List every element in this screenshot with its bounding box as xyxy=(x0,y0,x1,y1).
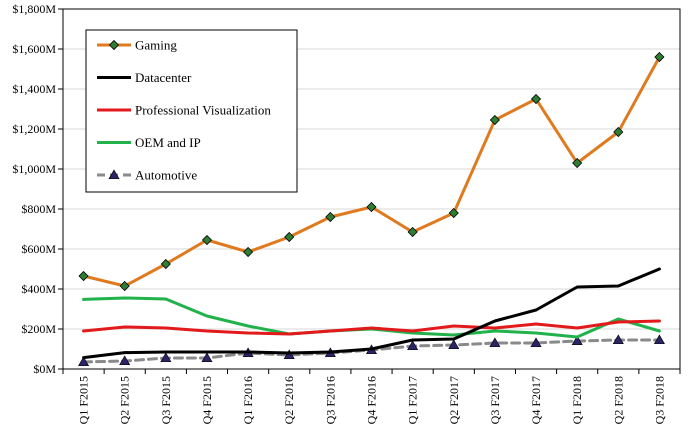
x-tick-label-5: Q2 F2016 xyxy=(282,376,296,424)
y-tick-label-8: $1,600M xyxy=(12,42,56,56)
legend-item-oem-and-ip: OEM and IP xyxy=(97,135,201,150)
legend-label-oem-and-ip: OEM and IP xyxy=(135,135,201,150)
y-tick-label-9: $1,800M xyxy=(12,2,56,16)
data-point-automotive-13 xyxy=(612,334,624,345)
x-tick-label-6: Q3 F2016 xyxy=(323,376,337,424)
y-tick-label-6: $1,200M xyxy=(12,122,56,136)
x-tick-label-13: Q2 F2018 xyxy=(611,376,625,424)
legend-marker-automotive xyxy=(108,169,120,180)
x-tick-label-10: Q3 F2017 xyxy=(488,376,502,424)
legend-item-datacenter: Datacenter xyxy=(97,70,192,85)
legend-item-automotive: Automotive xyxy=(97,168,197,183)
plot-area-border xyxy=(62,8,681,370)
data-point-automotive-10 xyxy=(489,337,501,348)
legend-marker-gaming xyxy=(108,39,120,51)
series-datacenter xyxy=(82,267,661,360)
legend-label-professional-visualization: Professional Visualization xyxy=(135,103,271,118)
data-point-gaming-12 xyxy=(572,157,583,169)
y-tick-label-5: $1,000M xyxy=(12,162,56,176)
y-tick-label-2: $400M xyxy=(21,282,56,296)
data-point-gaming-4 xyxy=(243,246,254,258)
series-professional-visualization xyxy=(82,319,661,336)
x-tick-label-2: Q3 F2015 xyxy=(159,376,173,424)
legend-label-automotive: Automotive xyxy=(135,168,197,183)
series-line-professional-visualization xyxy=(82,319,661,336)
x-tick-label-4: Q1 F2016 xyxy=(241,376,255,424)
x-tick-label-3: Q4 F2015 xyxy=(200,376,214,424)
y-tick-label-1: $200M xyxy=(21,322,56,336)
series-group xyxy=(78,51,665,367)
data-point-gaming-13 xyxy=(613,126,624,138)
x-tick-label-0: Q1 F2015 xyxy=(77,376,91,424)
legend-item-professional-visualization: Professional Visualization xyxy=(97,103,271,118)
data-point-gaming-9 xyxy=(448,207,459,219)
x-tick-label-1: Q2 F2015 xyxy=(118,376,132,424)
data-point-automotive-3 xyxy=(201,352,213,363)
x-tick-label-9: Q2 F2017 xyxy=(447,376,461,424)
data-point-gaming-10 xyxy=(489,114,500,126)
axes: $0M $200M $400M $600M $800M $1,000M $1,200M $1,… xyxy=(12,2,681,424)
data-point-automotive-11 xyxy=(530,337,542,348)
legend-label-gaming: Gaming xyxy=(135,38,177,53)
data-point-gaming-1 xyxy=(119,280,130,292)
legend: Gaming Datacenter Professional Visualizati… xyxy=(85,29,298,193)
series-oem-and-ip xyxy=(82,296,661,339)
data-point-gaming-5 xyxy=(284,231,295,243)
x-tick-label-7: Q4 F2016 xyxy=(365,376,379,424)
x-tick-label-14: Q3 F2018 xyxy=(652,376,666,424)
x-tick-label-8: Q1 F2017 xyxy=(406,376,420,424)
y-tick-label-3: $600M xyxy=(21,242,56,256)
data-point-automotive-0 xyxy=(78,356,90,367)
series-line-datacenter xyxy=(82,267,661,360)
y-tick-label-4: $800M xyxy=(21,202,56,216)
data-point-automotive-9 xyxy=(448,339,460,350)
data-point-automotive-2 xyxy=(160,352,172,363)
x-tick-label-11: Q4 F2017 xyxy=(529,376,543,424)
data-point-gaming-11 xyxy=(530,93,542,105)
data-point-gaming-7 xyxy=(366,201,377,213)
legend-item-gaming: Gaming xyxy=(97,38,177,53)
legend-label-datacenter: Datacenter xyxy=(135,70,192,85)
y-tick-label-7: $1,400M xyxy=(12,82,56,96)
data-point-gaming-14 xyxy=(654,51,665,63)
data-point-gaming-2 xyxy=(160,258,171,270)
data-point-automotive-14 xyxy=(653,334,665,345)
data-point-automotive-8 xyxy=(407,340,419,351)
data-point-automotive-12 xyxy=(571,335,583,346)
data-point-gaming-3 xyxy=(201,234,213,246)
x-tick-label-12: Q1 F2018 xyxy=(570,376,584,424)
data-point-automotive-1 xyxy=(119,355,131,366)
data-point-gaming-8 xyxy=(407,226,418,238)
series-gaming xyxy=(78,51,665,292)
y-tick-label-0: $0M xyxy=(33,362,56,376)
data-point-gaming-0 xyxy=(78,270,89,282)
data-point-gaming-6 xyxy=(325,211,336,223)
series-line-oem-and-ip xyxy=(82,296,661,339)
